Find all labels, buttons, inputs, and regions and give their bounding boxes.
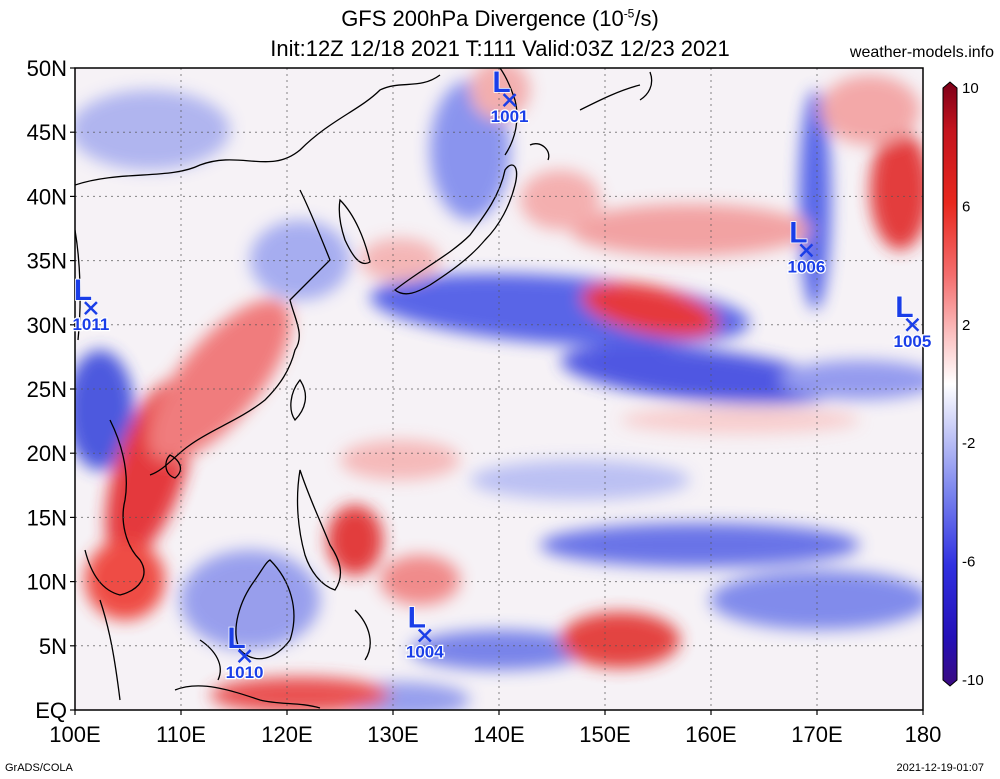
low-pressure-value: 1011 xyxy=(72,315,109,334)
low-symbol: L xyxy=(789,216,807,249)
low-symbol: L xyxy=(74,274,92,307)
graticule xyxy=(75,68,923,710)
lon-label: 110E xyxy=(156,722,206,747)
colorbar-label: 10 xyxy=(962,80,979,97)
lat-label: 50N xyxy=(27,56,67,81)
lat-label: 5N xyxy=(39,634,67,659)
low-center-cross xyxy=(799,243,814,258)
colorbar: 10 6 2 -2 -6 -10 xyxy=(942,80,984,689)
chart-title: GFS 200hPa Divergence (10-5/s) xyxy=(0,6,1000,32)
low-marker: L 1011 xyxy=(71,273,110,335)
low-symbol: L xyxy=(227,622,245,655)
title-prefix: GFS 200hPa Divergence (10 xyxy=(341,6,624,31)
low-pressure-value: 1001 xyxy=(491,107,529,126)
lat-label: 45N xyxy=(27,120,67,145)
lat-label: EQ xyxy=(35,698,67,723)
low-center-cross xyxy=(84,301,98,315)
lon-label: 150E xyxy=(579,722,630,747)
colorbar-label: -2 xyxy=(962,435,975,452)
lat-label: 40N xyxy=(27,184,67,209)
longitude-labels: 100E 110E 120E 130E 140E 150E 160E 170E 180 xyxy=(49,710,941,747)
colorbar-label: 6 xyxy=(962,198,970,215)
colorbar-label: 2 xyxy=(962,317,970,334)
lat-label: 35N xyxy=(27,249,67,274)
colorbar-label: -6 xyxy=(962,554,975,571)
lon-label: 130E xyxy=(367,722,418,747)
lon-label: 180 xyxy=(905,722,942,747)
lon-label: 140E xyxy=(473,722,524,747)
lat-label: 30N xyxy=(27,313,67,338)
site-credit: weather-models.info xyxy=(849,44,994,61)
low-center-cross xyxy=(502,93,517,107)
low-pressure-value: 1004 xyxy=(406,643,444,662)
colorbar-scale xyxy=(942,81,958,687)
low-marker: L 1001 xyxy=(489,65,529,127)
low-center-cross xyxy=(417,628,432,643)
low-marker: L 1010 xyxy=(224,621,264,683)
low-pressure-value: 1006 xyxy=(787,257,825,276)
low-center-cross xyxy=(905,317,920,332)
latitude-labels: 50N 45N 40N 35N 30N 25N 20N 15N 10N 5N EQ xyxy=(27,56,75,723)
title-suffix: /s) xyxy=(634,6,659,31)
low-marker: L 1004 xyxy=(405,601,446,663)
low-symbol: L xyxy=(408,602,426,635)
low-marker: L 1005 xyxy=(892,290,932,352)
lon-label: 100E xyxy=(49,722,100,747)
low-symbol: L xyxy=(895,291,913,324)
lat-label: 15N xyxy=(27,505,67,530)
low-pressure-markers: L 1001 L 1011 L 1006 L 1005 L 1010 L 1004 xyxy=(71,65,932,683)
footer-timestamp: 2021-12-19-01:07 xyxy=(896,762,984,774)
lon-label: 170E xyxy=(791,722,842,747)
low-pressure-value: 1005 xyxy=(893,332,931,351)
title-exponent: -5 xyxy=(623,6,635,21)
low-symbol: L xyxy=(492,66,510,99)
lat-label: 20N xyxy=(27,441,67,466)
low-marker: L 1006 xyxy=(786,216,826,278)
colorbar-labels: 10 6 2 -2 -6 -10 xyxy=(962,80,984,689)
low-pressure-value: 1010 xyxy=(226,663,264,682)
footer-credit: GrADS/COLA xyxy=(5,762,73,774)
lat-label: 25N xyxy=(27,377,67,402)
chart-subtitle: Init:12Z 12/18 2021 T:111 Valid:03Z 12/2… xyxy=(270,36,730,61)
lon-label: 160E xyxy=(685,722,736,747)
colorbar-label: -10 xyxy=(962,672,984,689)
lat-label: 10N xyxy=(27,570,67,595)
low-center-cross xyxy=(237,649,252,663)
lon-label: 120E xyxy=(261,722,312,747)
coastlines xyxy=(75,68,653,709)
